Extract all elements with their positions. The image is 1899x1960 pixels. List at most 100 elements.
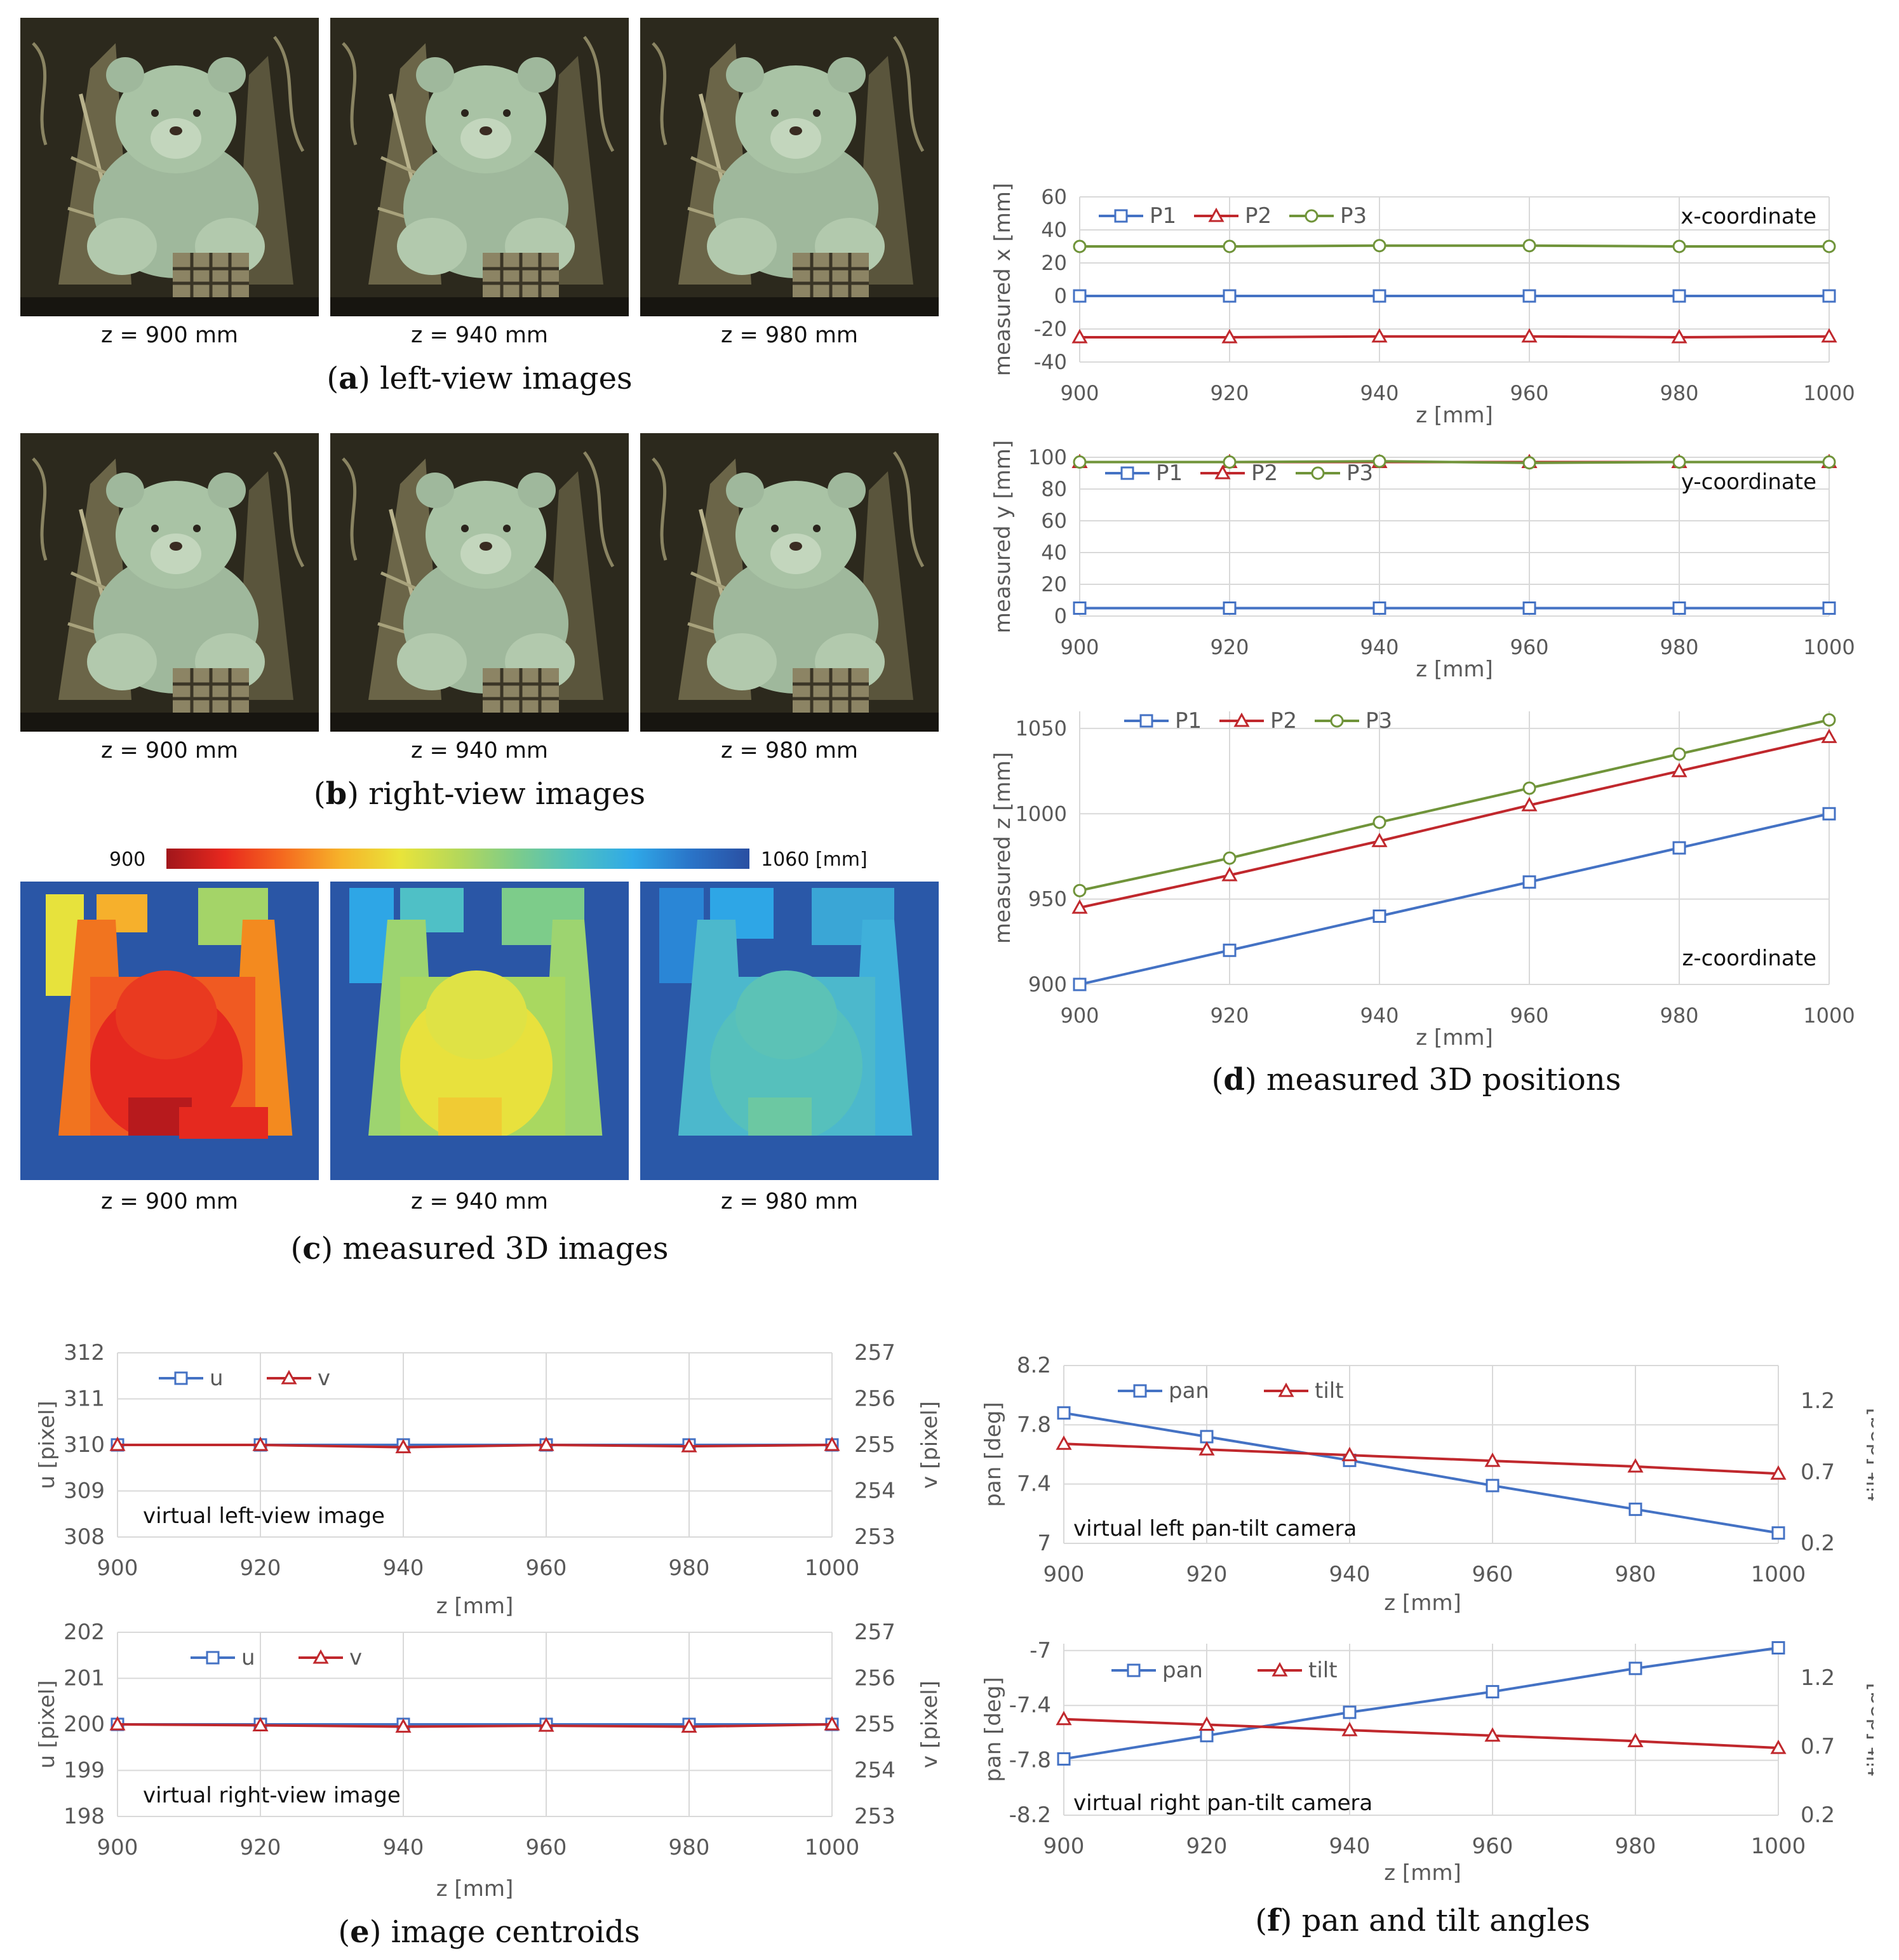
z-label: z = 980 mm	[720, 1189, 859, 1214]
series-line-tilt	[1063, 1717, 1779, 1750]
left-view-photo-900	[20, 18, 319, 316]
legend-marker	[1330, 714, 1344, 728]
data-point-p1	[1073, 601, 1087, 615]
y-tick-label: -7	[1030, 1638, 1051, 1663]
y2-tick-label: 1.2	[1801, 1665, 1835, 1691]
x-tick-label: 900	[1043, 1834, 1085, 1859]
y-tick-label: -40	[1034, 350, 1067, 374]
data-point-p3	[1372, 239, 1386, 253]
x-tick-label: 1000	[1751, 1834, 1806, 1859]
left-view-centroid-chart: 308 309 310 311 312 900 920 940 960 980 1000 253 254…	[38, 1340, 940, 1619]
y-tick-label: 60	[1041, 185, 1067, 209]
left-view-photo-940	[330, 18, 629, 316]
chart-annotation: y-coordinate	[1681, 469, 1816, 495]
z-label: z = 900 mm	[100, 1189, 239, 1214]
y-coordinate-chart: 0 20 40 60 80 100 900 920 940 960 980 1000 measured …	[990, 440, 1855, 682]
y2-tick-label: 0.2	[1801, 1531, 1835, 1556]
y-tick-label: 310	[64, 1432, 105, 1458]
z-label: z = 900 mm	[100, 323, 239, 348]
y-tick-label: 0	[1054, 284, 1067, 308]
data-point-tilt	[1627, 1458, 1644, 1473]
data-point-p1	[1223, 943, 1237, 957]
data-point-p2	[1521, 328, 1538, 343]
depth-map-900	[20, 882, 319, 1180]
x-tick-label: 940	[1329, 1834, 1371, 1859]
y2-tick-label: 253	[854, 1804, 896, 1829]
data-point-p3	[1073, 455, 1087, 469]
y-tick-label: 100	[1028, 445, 1067, 469]
y-tick-label: 8.2	[1017, 1353, 1051, 1378]
legend-entry-p3: P3	[1346, 460, 1373, 486]
series-line-p3	[1079, 718, 1830, 892]
data-point-tilt	[1341, 1721, 1358, 1736]
x-tick-label: 980	[1660, 635, 1698, 659]
chart-annotation: z-coordinate	[1682, 946, 1816, 971]
data-point-p2	[1221, 328, 1238, 344]
data-point-v	[252, 1436, 269, 1451]
y2-tick-label: 1.2	[1801, 1388, 1835, 1414]
legend-entry-v: v	[349, 1645, 362, 1670]
legend-marker	[1214, 464, 1231, 480]
legend-marker	[281, 1369, 297, 1385]
teddy-bear-illustration	[640, 433, 939, 732]
y-axis-label: pan [deg]	[981, 1677, 1006, 1782]
plot-area: 7 7.4 7.8 8.2 900 920 940 960 980 1000 0.2 0.7 1.2 ti…	[981, 1353, 1874, 1616]
z-label: z = 940 mm	[410, 1189, 549, 1214]
data-point-p3	[1822, 455, 1836, 469]
data-point-pan	[1486, 1479, 1500, 1493]
data-point-p1	[1372, 601, 1386, 615]
legend-entry-p3: P3	[1366, 708, 1392, 734]
legend-entry-p2: P2	[1245, 203, 1272, 229]
y2-tick-label: 254	[854, 1758, 896, 1783]
series-line-v	[117, 1443, 833, 1449]
legend-entry-p1: P1	[1156, 460, 1183, 486]
right-view-photo-980	[640, 433, 939, 732]
y-tick-label: 308	[64, 1524, 105, 1550]
legend-entry-p1: P1	[1175, 708, 1202, 734]
x-tick-label: 920	[240, 1835, 281, 1860]
data-point-p3	[1372, 816, 1386, 829]
legend-entry-p3: P3	[1340, 203, 1367, 229]
y2-axis-label: tilt [deg]	[1863, 1683, 1874, 1776]
x-tick-label: 1000	[1803, 1003, 1855, 1028]
series-line-pan	[1063, 1646, 1779, 1761]
z-label: z = 940 mm	[410, 738, 549, 763]
chart-annotation: virtual right-view image	[143, 1783, 401, 1808]
y-tick-label: 309	[64, 1479, 105, 1504]
teddy-bear-illustration	[20, 433, 319, 732]
data-point-p3	[1223, 239, 1237, 253]
x-tick-label: 940	[1360, 381, 1399, 405]
y-tick-label: 312	[64, 1340, 105, 1366]
data-point-p2	[1521, 796, 1538, 812]
data-point-v	[395, 1439, 412, 1454]
y2-tick-label: 256	[854, 1666, 896, 1691]
data-point-p3	[1822, 713, 1836, 727]
data-point-p1	[1822, 807, 1836, 821]
y-tick-label: 7	[1037, 1531, 1051, 1556]
y-axis-label: measured x [mm]	[990, 183, 1016, 376]
chart-annotation: virtual left pan-tilt camera	[1073, 1516, 1357, 1541]
x-axis-label: z [mm]	[436, 1876, 513, 1902]
x-tick-label: 980	[669, 1555, 710, 1581]
data-point-tilt	[1484, 1452, 1501, 1467]
data-point-p2	[1371, 328, 1388, 343]
y-axis-label: u [pixel]	[38, 1680, 60, 1768]
plot-area: 198 199 200 201 202 900 920 940 960 980 1000 253 254…	[38, 1620, 940, 1902]
data-point-p1	[1073, 289, 1087, 303]
data-point-p1	[1522, 289, 1536, 303]
legend-marker	[1311, 466, 1325, 480]
legend-marker	[312, 1649, 329, 1664]
caption-f: (f) pan and tilt angles	[1255, 1903, 1590, 1938]
x-tick-label: 900	[97, 1835, 138, 1860]
y-tick-label: 1050	[1016, 716, 1067, 741]
x-tick-label: 1000	[805, 1835, 860, 1860]
x-tick-label: 940	[383, 1835, 424, 1860]
y-tick-label: 900	[1028, 972, 1067, 997]
right-view-photo-900	[20, 433, 319, 732]
chart-annotation: virtual right pan-tilt camera	[1073, 1790, 1372, 1816]
legend-marker	[1272, 1661, 1288, 1677]
right-view-photo-940	[330, 433, 629, 732]
data-point-tilt	[1770, 1465, 1787, 1480]
y-tick-label: 40	[1041, 540, 1067, 565]
